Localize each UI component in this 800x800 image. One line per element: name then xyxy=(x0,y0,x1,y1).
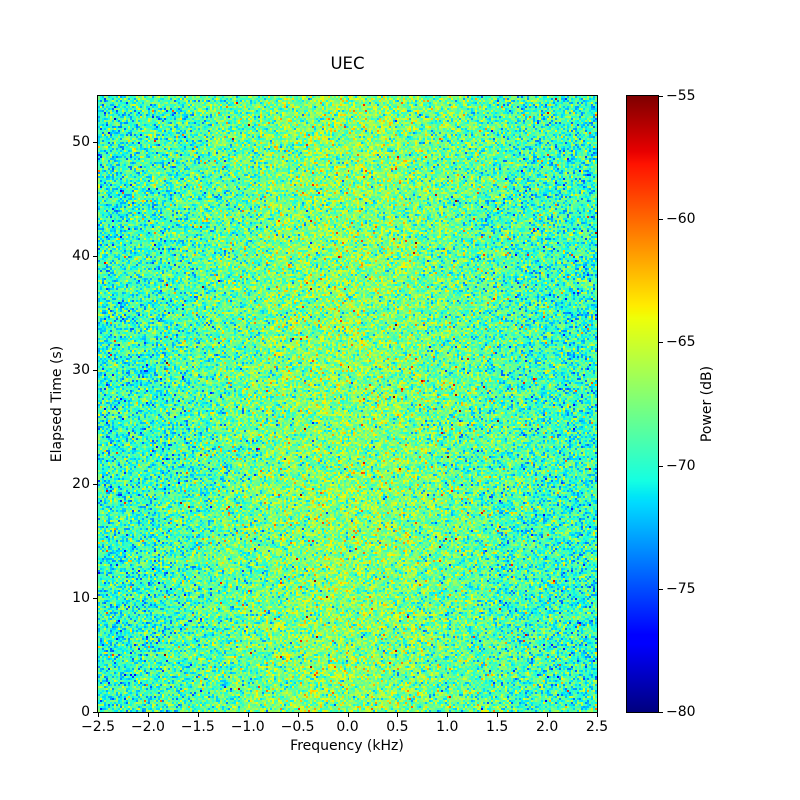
colorbar-tick-label: −55 xyxy=(666,88,696,104)
x-tick-label: 1.0 xyxy=(436,719,459,735)
colorbar-tick-mark xyxy=(659,712,663,713)
x-tick-mark xyxy=(147,713,149,717)
colorbar-tick-label: −75 xyxy=(666,580,696,597)
colorbar-tick-mark xyxy=(659,342,663,344)
spectrogram-heatmap xyxy=(98,96,597,712)
chart-title: UEC xyxy=(330,53,365,73)
x-tick-label: −1.5 xyxy=(180,719,215,735)
y-tick-label: 50 xyxy=(72,133,90,150)
y-tick-label: 40 xyxy=(72,247,90,264)
x-tick-mark xyxy=(197,713,199,717)
colorbar-label: Power (dB) xyxy=(699,365,715,443)
colorbar-tick-mark xyxy=(659,465,663,467)
x-tick-mark xyxy=(397,713,399,717)
x-tick-label: −2.5 xyxy=(81,719,115,735)
x-tick-mark xyxy=(297,713,299,717)
y-tick-label: 20 xyxy=(72,475,90,492)
y-tick-mark xyxy=(93,483,97,485)
colorbar-tick-mark xyxy=(659,96,663,97)
colorbar-tick-mark xyxy=(659,588,663,590)
y-tick-mark xyxy=(93,712,97,713)
y-tick-mark xyxy=(93,597,97,599)
y-tick-label: 0 xyxy=(81,704,90,720)
x-tick-mark xyxy=(247,713,249,717)
x-tick-mark xyxy=(497,713,499,717)
colorbar-tick-label: −65 xyxy=(666,334,696,351)
x-tick-mark xyxy=(597,713,598,717)
x-tick-label: 2.5 xyxy=(585,719,609,735)
x-tick-label: −0.5 xyxy=(280,719,315,735)
x-tick-label: 0.5 xyxy=(386,719,409,735)
x-tick-label: −1.0 xyxy=(230,719,265,735)
colorbar-tick-label: −60 xyxy=(666,211,696,228)
x-tick-label: 1.5 xyxy=(486,719,509,735)
colorbar-tick-mark xyxy=(659,219,663,221)
x-tick-mark xyxy=(347,713,349,717)
y-tick-mark xyxy=(93,255,97,257)
colorbar-tick-label: −80 xyxy=(666,704,696,720)
y-tick-label: 30 xyxy=(72,361,90,378)
colorbar-gradient xyxy=(627,96,658,712)
colorbar-tick-label: −70 xyxy=(666,457,696,474)
x-tick-label: 2.0 xyxy=(535,719,559,735)
x-tick-mark xyxy=(447,713,449,717)
y-tick-label: 10 xyxy=(72,589,90,606)
x-tick-label: −2.0 xyxy=(130,719,165,735)
x-tick-mark xyxy=(98,713,99,717)
x-axis-label: Frequency (kHz) xyxy=(290,738,404,754)
y-tick-mark xyxy=(93,369,97,371)
y-tick-mark xyxy=(93,141,97,143)
x-tick-mark xyxy=(547,713,549,717)
x-tick-label: 0.0 xyxy=(336,719,359,735)
